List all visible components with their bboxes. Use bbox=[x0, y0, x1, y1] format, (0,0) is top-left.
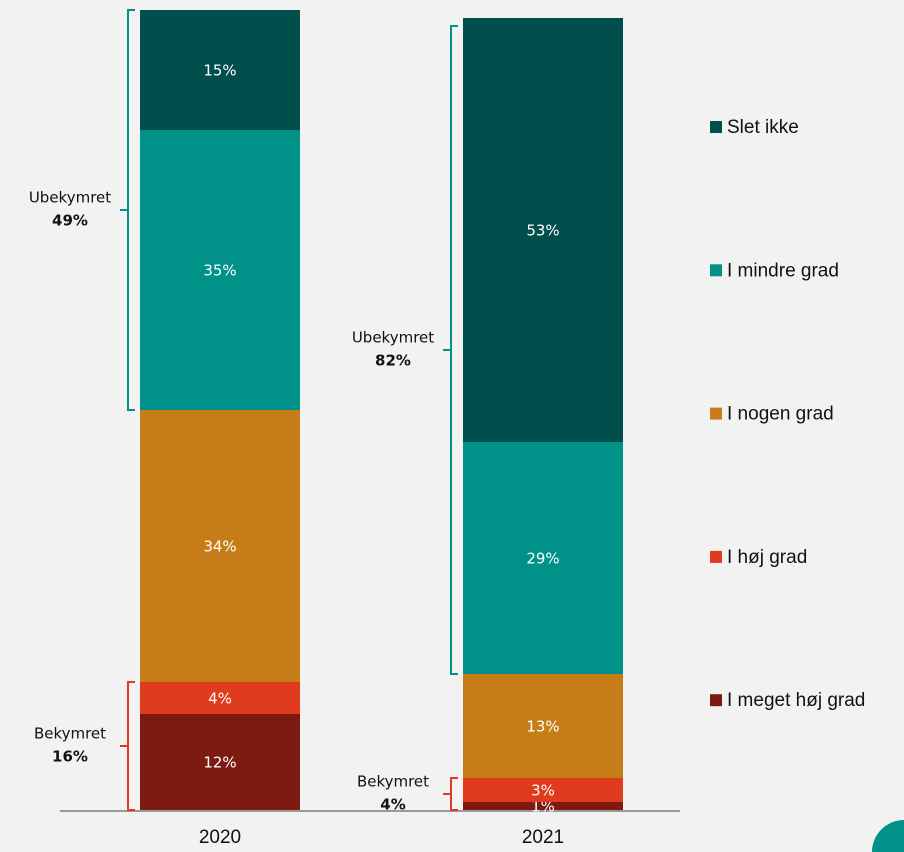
bar-segment bbox=[463, 802, 623, 810]
value-label: 53% bbox=[526, 222, 559, 240]
value-label: 13% bbox=[526, 718, 559, 736]
bracket bbox=[120, 9, 135, 411]
bar-segment bbox=[463, 442, 623, 674]
bar-segment bbox=[140, 10, 300, 130]
annotation-label: Ubekymret bbox=[352, 329, 434, 347]
bar-segment bbox=[140, 714, 300, 810]
legend-swatch bbox=[710, 407, 722, 420]
bracket bbox=[120, 681, 135, 811]
bracket bbox=[443, 25, 458, 675]
bar-segment bbox=[463, 778, 623, 802]
value-label: 15% bbox=[203, 62, 236, 80]
annotation-label: Bekymret bbox=[34, 725, 106, 743]
legend-label: I høj grad bbox=[727, 547, 807, 568]
bar-segment bbox=[463, 18, 623, 442]
value-label: 35% bbox=[203, 262, 236, 280]
annotation-value: 49% bbox=[52, 212, 88, 230]
annotation-value: 16% bbox=[52, 748, 88, 766]
value-label: 29% bbox=[526, 550, 559, 568]
corner-badge bbox=[872, 820, 904, 852]
legend-swatch bbox=[710, 121, 722, 133]
x-tick-label: 2020 bbox=[199, 827, 241, 848]
legend-label: I meget høj grad bbox=[727, 690, 865, 711]
x-tick-label: 2021 bbox=[522, 827, 564, 848]
value-label: 3% bbox=[531, 782, 555, 800]
legend-swatch bbox=[710, 694, 722, 707]
legend-swatch bbox=[710, 264, 722, 277]
bar-segment bbox=[140, 130, 300, 410]
value-label: 34% bbox=[203, 538, 236, 556]
annotation-value: 4% bbox=[380, 796, 405, 814]
legend-label: Slet ikke bbox=[727, 117, 799, 138]
legend-label: I mindre grad bbox=[727, 260, 839, 281]
value-label: 4% bbox=[208, 690, 232, 708]
annotation-label: Bekymret bbox=[357, 773, 429, 791]
bracket bbox=[443, 777, 458, 811]
annotation-value: 82% bbox=[375, 352, 411, 370]
bar-segment bbox=[140, 682, 300, 714]
legend-label: I nogen grad bbox=[727, 404, 834, 425]
value-label: 12% bbox=[203, 754, 236, 772]
bar-segment bbox=[463, 674, 623, 778]
annotation-label: Ubekymret bbox=[29, 189, 111, 207]
legend-swatch bbox=[710, 550, 722, 563]
bar-segment bbox=[140, 410, 300, 682]
